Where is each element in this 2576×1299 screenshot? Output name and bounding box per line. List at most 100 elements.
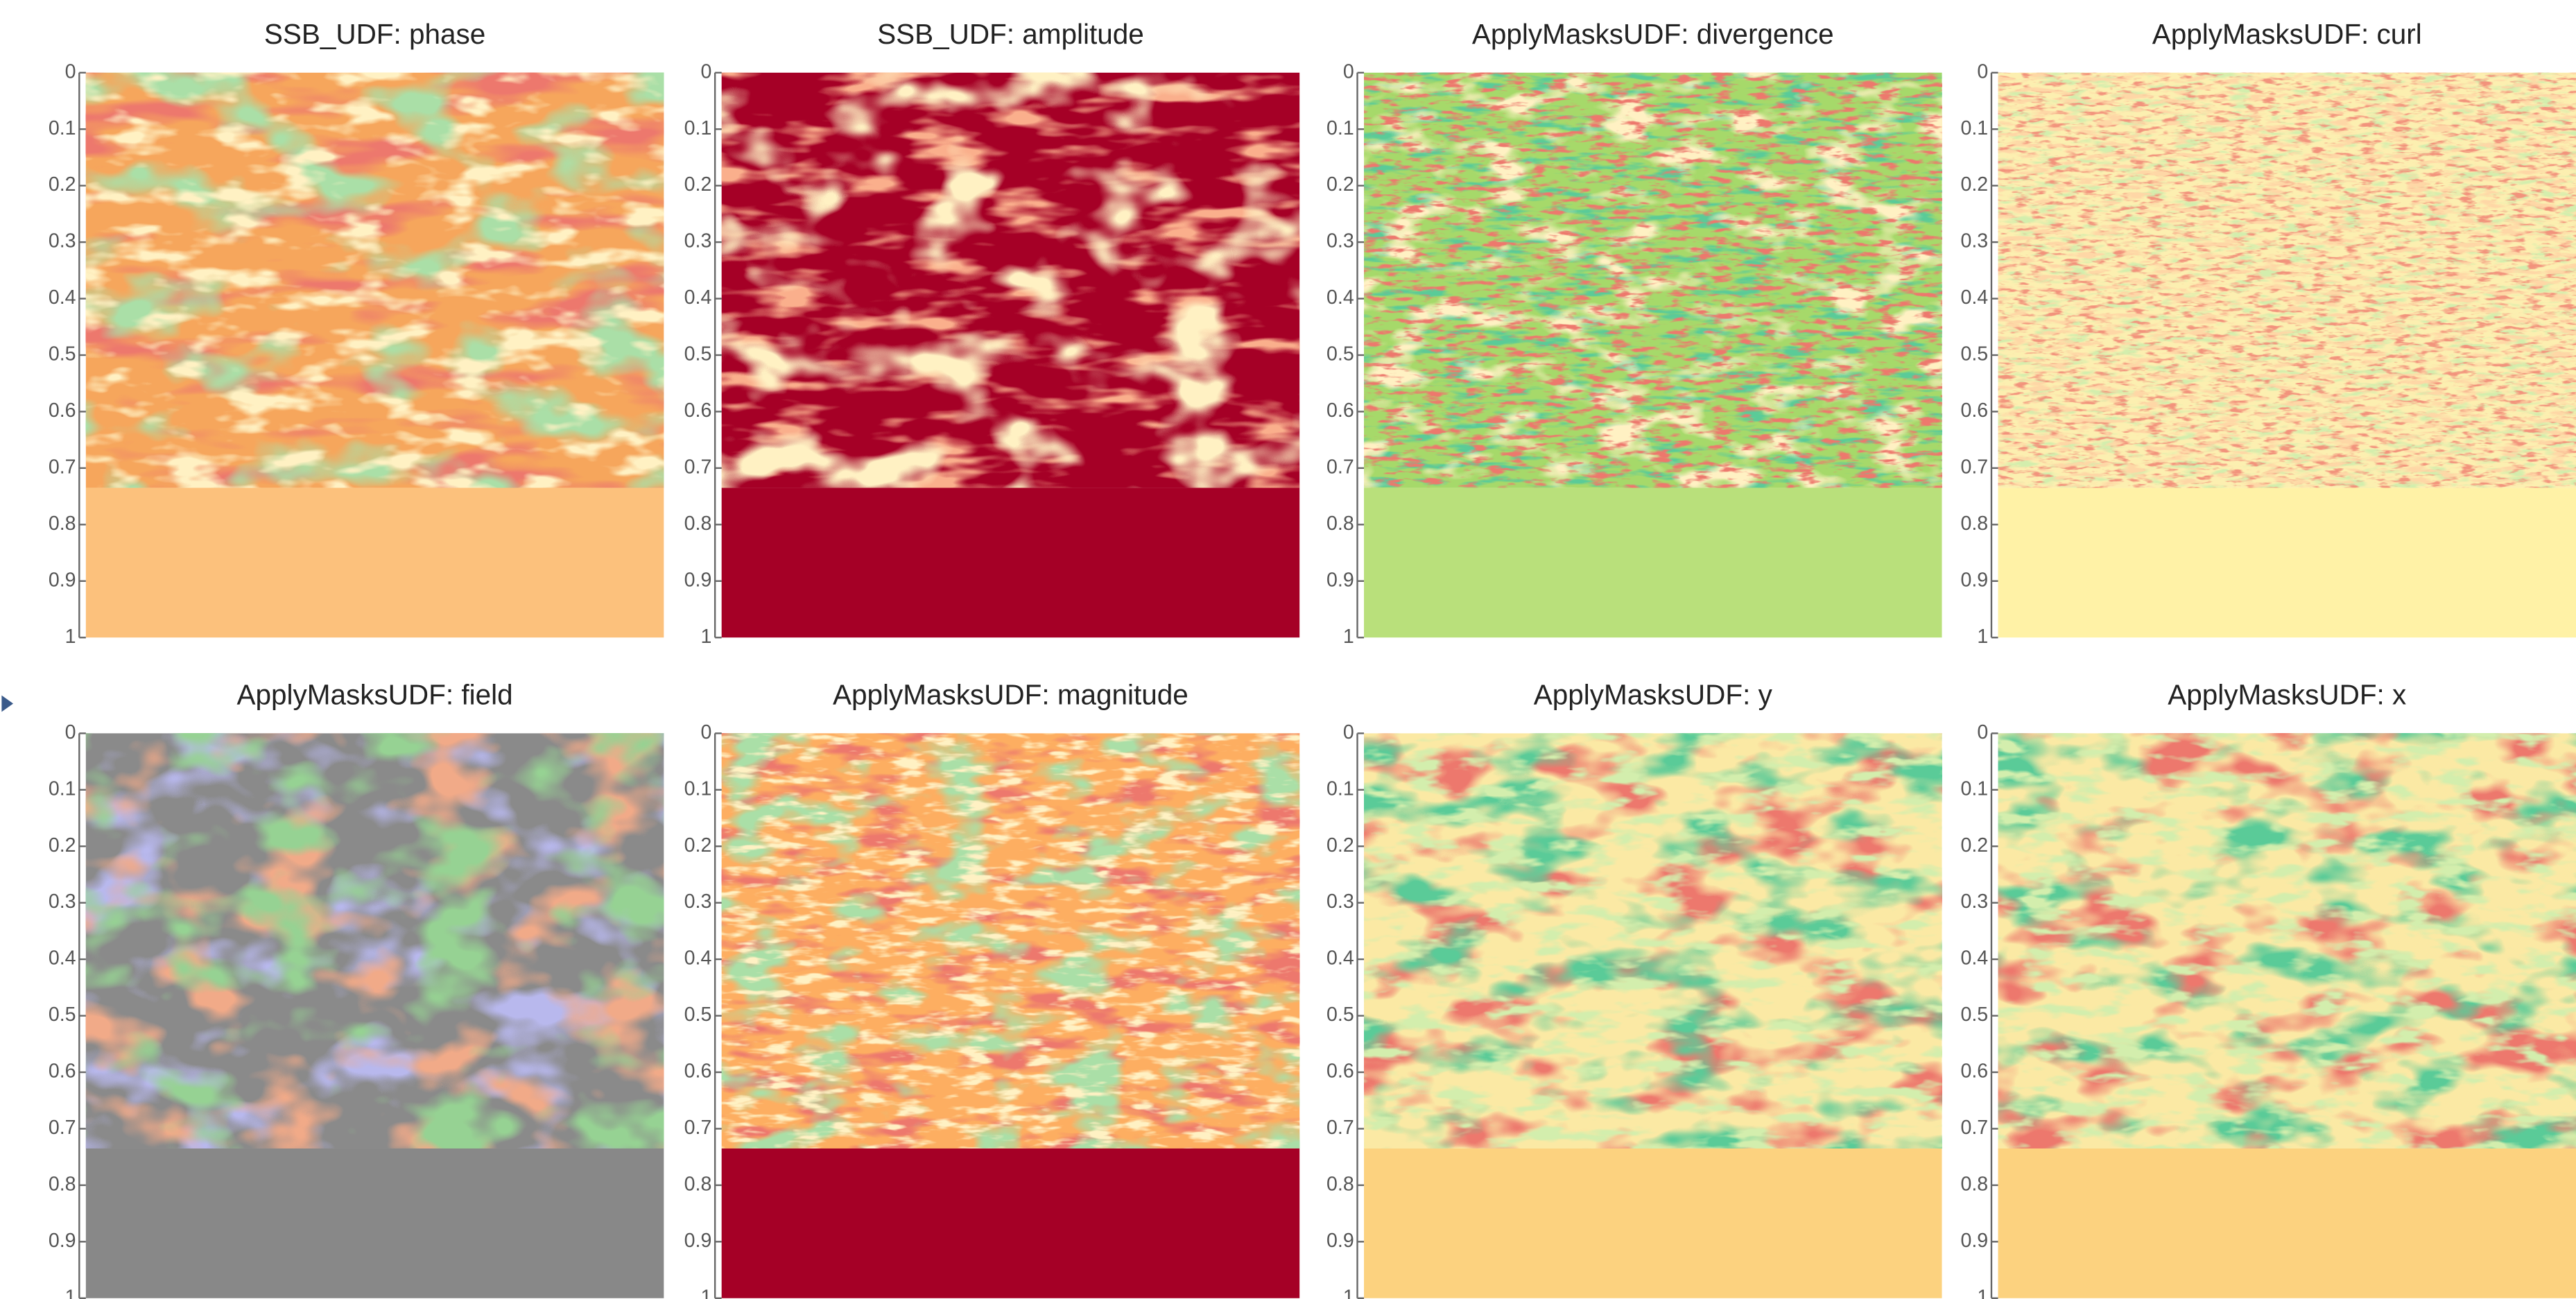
y-tick-label: 0.3 [684,230,712,252]
y-tick-label: 0.5 [1326,343,1354,365]
y-tick-label: 0.2 [1326,834,1354,857]
panel-title: ApplyMasksUDF: field [237,679,513,711]
screen: SSB_UDF: phase 0 0.1 0.2 0.3 0.4 0.5 0.6 0.7 0.8 0… [0,0,2576,1299]
panel-title: ApplyMasksUDF: curl [2152,18,2422,50]
y-tick-label: 0.8 [684,1173,712,1195]
image-texture [1998,733,2576,1149]
y-tick-label: 0.4 [684,286,712,309]
image-texture [722,733,1299,1149]
y-tick-label: 0.9 [49,569,76,591]
y-tick-label: 1 [700,626,711,648]
y-tick-label: 0.8 [1326,1173,1354,1195]
y-tick-label: 0 [700,721,711,743]
y-tick-label: 0.8 [1960,1173,1988,1195]
panel-title: SSB_UDF: amplitude [877,18,1144,50]
y-tick-label: 0.3 [49,891,76,913]
y-tick-label: 0.8 [49,513,76,535]
y-tick-label: 0.1 [1326,117,1354,139]
y-tick-label: 0.3 [1326,891,1354,913]
y-tick-label: 0.4 [49,947,76,970]
y-tick-label: 0.2 [684,834,712,857]
y-tick-label: 0.1 [684,777,712,800]
y-tick-label: 0.1 [1960,117,1988,139]
y-tick-label: 0.9 [684,1230,712,1252]
image-masked-region [1364,1149,1942,1298]
y-tick-label: 0.8 [49,1173,76,1195]
y-tick-label: 0.2 [49,173,76,196]
y-tick-label: 0.9 [1326,569,1354,591]
y-tick-label: 0.9 [1960,569,1988,591]
y-tick-label: 0.5 [684,343,712,365]
y-tick-label: 0.7 [1326,1117,1354,1139]
plot-panel: ApplyMasksUDF: y00.10.20.30.40.50.60.70.… [1326,679,1942,1299]
image-masked-region [1998,1149,2576,1298]
y-tick-label: 0.7 [49,456,76,478]
y-tick-label: 0.7 [684,456,712,478]
page: SSB_UDF: phase 0 0.1 0.2 0.3 0.4 0.5 0.6 0.7 0.8 0… [0,0,2576,1299]
image-masked-region [722,488,1299,637]
y-tick-label: 0.9 [684,569,712,591]
y-tick-label: 0.6 [1326,1060,1354,1083]
image-texture [722,73,1299,488]
y-tick-label: 0.6 [1960,1060,1988,1083]
y-tick-label: 0.2 [49,834,76,857]
image-masked-region [86,488,664,637]
plot-panel: ApplyMasksUDF: divergence00.10.20.30.40.… [1326,18,1942,648]
image-masked-region [722,1149,1299,1298]
y-tick-label: 0.6 [49,1060,76,1083]
y-tick-label: 0.3 [49,230,76,252]
y-tick-label: 0.4 [1960,947,1988,970]
y-tick-label: 1 [1343,626,1354,648]
panel-title: ApplyMasksUDF: x [2168,679,2406,711]
y-tick-label: 0.3 [1960,891,1988,913]
y-tick-label: 0.1 [684,117,712,139]
y-tick-label: 0.5 [1960,343,1988,365]
y-tick-label: 0.8 [684,513,712,535]
plot-panel: ApplyMasksUDF: field 0 0.1 0.2 0.3 0.4 0.5 0.6 0… [49,679,664,1299]
y-tick-label: 1 [1343,1286,1354,1299]
y-tick-label: 0.2 [684,173,712,196]
y-tick-label: 0.2 [1960,834,1988,857]
y-tick-label: 0.9 [49,1230,76,1252]
y-tick-label: 1 [1977,1286,1988,1299]
y-tick-label: 0.1 [49,777,76,800]
y-tick-label: 0.2 [1326,173,1354,196]
y-tick-label: 0.9 [1960,1230,1988,1252]
image-texture [1998,73,2576,488]
image-texture [1364,733,1942,1149]
y-tick-label: 0.9 [1326,1230,1354,1252]
image-texture [86,733,664,1149]
y-tick-label: 0.7 [1960,1117,1988,1139]
y-tick-label: 0 [1977,721,1988,743]
y-tick-label: 0.4 [1326,947,1354,970]
plot-panel: ApplyMasksUDF: x00.10.20.30.40.50.60.70.… [1960,679,2576,1299]
y-tick-label: 0.7 [684,1117,712,1139]
y-tick-label: 0.3 [1326,230,1354,252]
plot-panel: SSB_UDF: phase00.10.20.30.40.50.60.70.80… [49,18,664,648]
y-tick-label: 0.6 [49,399,76,422]
y-tick-label: 0 [65,60,76,83]
y-tick-label: 0.1 [49,117,76,139]
image-texture [86,73,664,488]
y-tick-label: 0.5 [684,1004,712,1026]
side-arrow[interactable] [1,696,13,712]
y-tick-label: 0.4 [49,286,76,309]
y-tick-label: 0.4 [684,947,712,970]
y-tick-label: 0.3 [1960,230,1988,252]
y-tick-label: 0.5 [1326,1004,1354,1026]
y-tick-label: 0 [700,60,711,83]
y-tick-label: 0 [1343,60,1354,83]
y-tick-label: 1 [700,1286,711,1299]
y-tick-label: 0.6 [684,1060,712,1083]
y-tick-label: 0.5 [49,1004,76,1026]
y-tick-label: 0.1 [1960,777,1988,800]
plot-panel: SSB_UDF: amplitude00.10.20.30.40.50.60.7… [684,18,1300,648]
panel-title: SSB_UDF: phase [264,18,485,50]
y-tick-label: 0.3 [684,891,712,913]
image-masked-region [1998,488,2576,637]
y-tick-label: 1 [65,626,76,648]
y-tick-label: 0.8 [1960,513,1988,535]
y-tick-label: 0 [65,721,76,743]
y-tick-label: 0.7 [49,1117,76,1139]
panel-title: ApplyMasksUDF: y [1534,679,1773,711]
